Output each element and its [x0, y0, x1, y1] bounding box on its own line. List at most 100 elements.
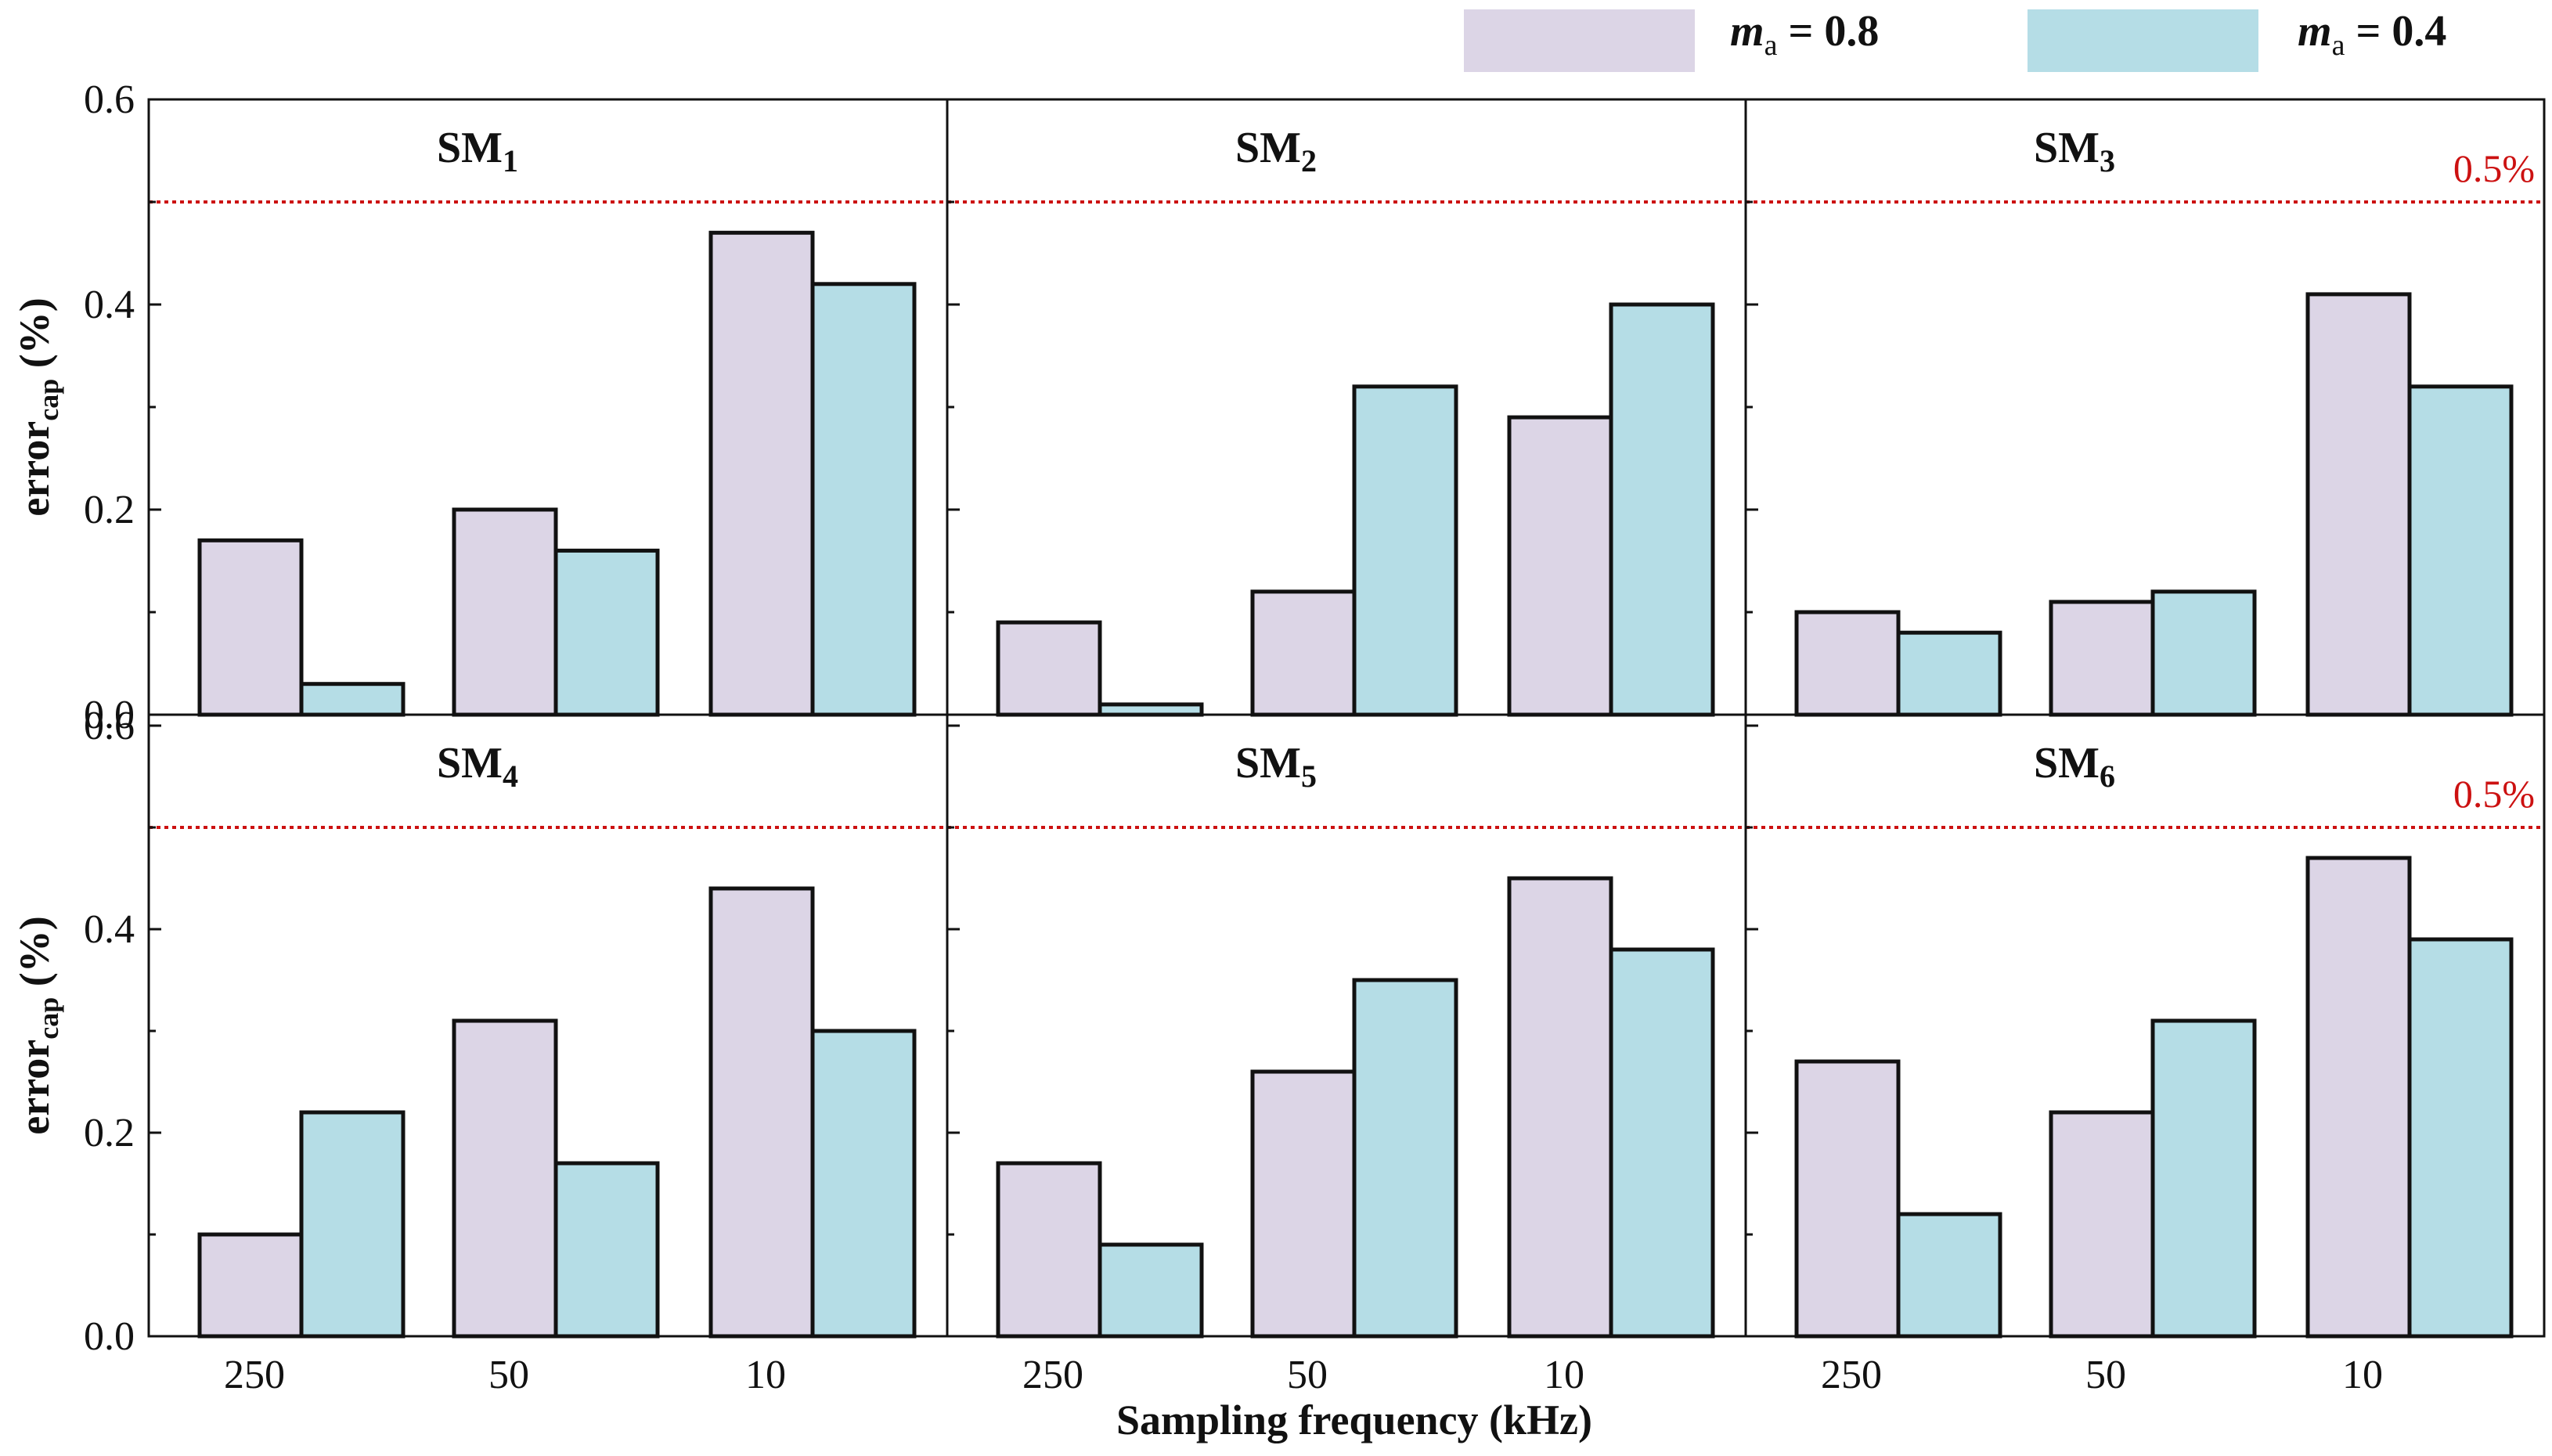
- y-tick-label: 0.6: [84, 704, 135, 748]
- y-axis-title-1: errorcap (%): [11, 297, 64, 516]
- legend-var: m: [2298, 7, 2332, 56]
- x-tick-label: 10: [745, 1353, 786, 1397]
- y-tick-label: 0.0: [84, 1314, 135, 1359]
- panel-title: SM1: [437, 124, 518, 178]
- x-axis-title-text: Sampling frequency (kHz): [1116, 1397, 1592, 1443]
- panel-title-sub: 6: [2100, 759, 2115, 794]
- bar-s2-10: [1609, 947, 1715, 1339]
- bar-s2-250: [299, 1110, 406, 1339]
- panel-sm5: 250 50 10 SM5: [946, 713, 1747, 1397]
- bar-s2-10: [2407, 384, 2514, 717]
- legend-swatch-1: [1464, 9, 1695, 72]
- threshold-label: 0.5%: [2453, 146, 2535, 190]
- panel-sm4: 0.0 0.2 0.4 0.6 250 50 10 SM4: [84, 704, 949, 1397]
- bar-s2-250: [299, 682, 406, 717]
- bar-s1-250: [1794, 610, 1901, 717]
- bar-s2-10: [810, 1029, 917, 1339]
- x-tick-label: 250: [1821, 1353, 1882, 1397]
- bar-s1-10: [708, 886, 815, 1339]
- bar-s1-10: [1507, 415, 1613, 717]
- bar-s2-50: [553, 548, 660, 717]
- legend-sub: a: [2332, 29, 2345, 62]
- panel-title: SM5: [1235, 739, 1317, 794]
- bar-s2-250: [1098, 702, 1204, 717]
- bar-s2-250: [1896, 630, 2002, 717]
- panel-title: SM6: [2034, 739, 2115, 794]
- y-tick-label: 0.2: [84, 1111, 135, 1155]
- bar-s2-50: [1352, 384, 1458, 717]
- legend-swatch-2: [2028, 9, 2258, 72]
- panel-title-main: SM: [1235, 739, 1301, 787]
- y-tick-label: 0.6: [84, 77, 135, 122]
- x-tick-label: 250: [1022, 1353, 1083, 1397]
- panel-title-sub: 1: [503, 143, 518, 178]
- y-axis-title-sub: cap: [33, 997, 64, 1040]
- bar-s1-250: [197, 1232, 304, 1339]
- bar-s2-10: [2407, 937, 2514, 1339]
- bar-s1-50: [2049, 600, 2155, 717]
- panel-title: SM2: [1235, 124, 1317, 178]
- panel-title-main: SM: [1235, 124, 1301, 172]
- bar-s2-50: [2150, 1018, 2257, 1339]
- bar-s2-250: [1896, 1212, 2002, 1339]
- bar-s1-50: [1250, 589, 1357, 717]
- legend-label-1: ma = 0.8: [1730, 7, 1879, 62]
- x-tick-label: 10: [1544, 1353, 1584, 1397]
- axis-titles: Sampling frequency (kHz)errorcap (%)erro…: [11, 297, 1592, 1443]
- y-tick-label: 0.0: [84, 693, 135, 737]
- x-axis-title: Sampling frequency (kHz): [1116, 1397, 1592, 1443]
- y-axis-title-main: error: [11, 1040, 58, 1135]
- panel-title-sub: 4: [503, 759, 518, 794]
- bar-s1-250: [1794, 1059, 1901, 1339]
- legend-label-2: ma = 0.4: [2298, 7, 2446, 62]
- panel-title-main: SM: [2034, 739, 2100, 787]
- x-tick-label: 250: [224, 1353, 285, 1397]
- panel-title-sub: 2: [1301, 143, 1317, 178]
- x-tick-label: 50: [1287, 1353, 1328, 1397]
- bar-s1-250: [996, 1161, 1102, 1339]
- bar-s2-250: [1098, 1242, 1204, 1339]
- panel-title: SM3: [2034, 124, 2115, 178]
- x-tick-label: 10: [2342, 1353, 2383, 1397]
- panel-sm6: 250 50 10 SM6 0.5%: [1744, 713, 2546, 1397]
- panel-title-main: SM: [437, 739, 503, 787]
- y-axis-title-unit: (%): [11, 916, 58, 996]
- bar-s2-50: [2150, 589, 2257, 717]
- legend-rest: = 0.4: [2345, 7, 2446, 56]
- panel-title-main: SM: [437, 124, 503, 172]
- y-axis-title-main: error: [11, 421, 58, 517]
- y-tick-label: 0.4: [84, 907, 135, 952]
- panel-title-sub: 5: [1301, 759, 1317, 794]
- panel-title: SM4: [437, 739, 518, 794]
- bar-s1-50: [2049, 1110, 2155, 1339]
- y-tick-label: 0.2: [84, 488, 135, 532]
- bar-s2-10: [1609, 302, 1715, 717]
- y-axis-title-2: errorcap (%): [11, 916, 64, 1134]
- bar-s1-50: [1250, 1069, 1357, 1339]
- panel-title-sub: 3: [2100, 143, 2115, 178]
- legend: ma = 0.8 ma = 0.4: [1464, 7, 2446, 72]
- bar-s2-50: [1352, 978, 1458, 1339]
- x-tick-label: 50: [2085, 1353, 2126, 1397]
- legend-var: m: [1730, 7, 1764, 56]
- bar-s1-50: [452, 507, 558, 717]
- bar-s1-10: [2305, 292, 2412, 717]
- bar-s1-10: [1507, 876, 1613, 1339]
- bar-s1-10: [708, 230, 815, 717]
- y-axis-title-sub: cap: [33, 379, 64, 421]
- x-tick-label: 50: [488, 1353, 529, 1397]
- bar-s1-250: [197, 538, 304, 717]
- panel-frame: [1744, 713, 2546, 1338]
- y-axis-title-unit: (%): [11, 297, 58, 378]
- panel-sm3: SM3 0.5%: [1744, 98, 2546, 717]
- legend-rest: = 0.8: [1777, 7, 1879, 56]
- bar-s2-50: [553, 1161, 660, 1339]
- threshold-label: 0.5%: [2453, 772, 2535, 816]
- bar-s1-10: [2305, 856, 2412, 1339]
- bar-s2-10: [810, 282, 917, 717]
- legend-sub: a: [1764, 29, 1778, 62]
- panel-title-main: SM: [2034, 124, 2100, 172]
- bar-s1-50: [452, 1018, 558, 1339]
